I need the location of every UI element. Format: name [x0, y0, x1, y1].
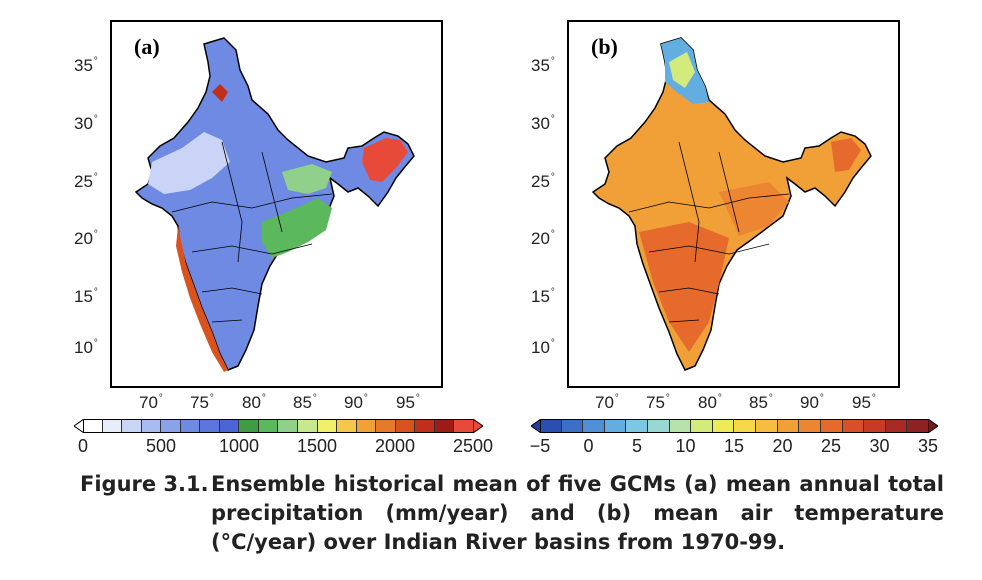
colorbar-tick-label: 2000	[374, 436, 416, 456]
lon-tick-a-95: 95°	[396, 393, 420, 412]
colorbar-cell	[561, 420, 584, 432]
colorbar-cell	[820, 420, 843, 432]
colorbar-a	[83, 420, 473, 432]
panel-a-map: (a)	[110, 20, 443, 388]
colorbar-cell	[907, 420, 928, 432]
colorbar-tick-label: 30	[869, 436, 890, 456]
colorbar-cell	[258, 420, 279, 432]
colorbar-tick-label: 2500	[452, 436, 494, 456]
caption-text: Ensemble historical mean of five GCMs (a…	[211, 472, 944, 554]
colorbar-b	[540, 420, 928, 432]
colorbar-cell	[648, 420, 670, 432]
colorbar-tick-label: 1500	[296, 436, 338, 456]
colorbar-tick-label: 0	[77, 436, 89, 456]
lat-tick-b-30: 30°	[531, 114, 555, 133]
colorbar-cell	[395, 420, 416, 432]
lat-tick-b-35: 35°	[531, 56, 555, 75]
lon-tick-b-75: 75°	[646, 393, 670, 412]
india-precip-map	[134, 37, 415, 372]
colorbar-cell	[864, 420, 886, 432]
colorbar-cell	[415, 420, 435, 432]
colorbar-b-frame	[540, 419, 929, 433]
lat-tick-b-10: 10°	[531, 338, 555, 357]
lon-tick-b-90: 90°	[800, 393, 824, 412]
colorbar-cell	[885, 420, 908, 432]
colorbar-cell	[842, 420, 865, 432]
colorbar-cell	[454, 420, 473, 432]
lon-tick-a-70: 70°	[139, 393, 163, 412]
lat-tick-a-35: 35°	[74, 56, 98, 75]
colorbar-tick-label: 20	[772, 436, 793, 456]
colorbar-cell	[777, 420, 800, 432]
lon-tick-a-75: 75°	[190, 393, 214, 412]
colorbar-cell	[298, 420, 318, 432]
caption-label: Figure 3.1.	[80, 472, 209, 496]
colorbar-cell	[712, 420, 735, 432]
colorbar-cell	[799, 420, 821, 432]
colorbar-cell	[278, 420, 299, 432]
colorbar-a-right-arrow	[473, 419, 483, 433]
colorbar-cell	[102, 420, 123, 432]
colorbar-cell	[337, 420, 357, 432]
panel-b-label: (b)	[591, 34, 618, 59]
panel-a-label: (a)	[134, 34, 160, 59]
colorbar-tick-label: 1000	[218, 436, 260, 456]
colorbar-cell	[756, 420, 778, 432]
lat-tick-a-20: 20°	[74, 229, 98, 248]
lon-tick-b-80: 80°	[698, 393, 722, 412]
lat-tick-a-15: 15°	[74, 287, 98, 306]
lat-tick-b-25: 25°	[531, 172, 555, 191]
colorbar-cell	[583, 420, 605, 432]
colorbar-cell	[626, 420, 649, 432]
colorbar-tick-label: 5	[631, 436, 643, 456]
colorbar-a-frame	[83, 419, 474, 433]
lat-tick-a-30: 30°	[74, 114, 98, 133]
colorbar-cell	[691, 420, 713, 432]
colorbar-cell	[200, 420, 220, 432]
colorbar-tick-label: 25	[820, 436, 842, 456]
colorbar-cell	[83, 420, 103, 432]
colorbar-cell	[734, 420, 757, 432]
colorbar-cell	[669, 420, 692, 432]
colorbar-b-right-arrow	[928, 419, 938, 433]
colorbar-cell	[219, 420, 240, 432]
lon-tick-b-95: 95°	[852, 393, 876, 412]
colorbar-tick-label: 500	[145, 436, 177, 456]
colorbar-tick-label: −5	[529, 436, 551, 456]
colorbar-cell	[604, 420, 627, 432]
lat-tick-a-10: 10°	[74, 338, 98, 357]
colorbar-cell	[161, 420, 181, 432]
panel-b-map: (b)	[567, 20, 900, 388]
colorbar-cell	[141, 420, 162, 432]
lon-tick-b-85: 85°	[749, 393, 773, 412]
lon-tick-b-70: 70°	[595, 393, 619, 412]
colorbar-tick-label: 0	[583, 436, 594, 456]
colorbar-tick-label: 35	[917, 436, 939, 456]
colorbar-tick-label: 10	[675, 436, 696, 456]
colorbar-cell	[356, 420, 377, 432]
colorbar-b-left-arrow	[531, 419, 541, 433]
lat-tick-b-15: 15°	[531, 287, 555, 306]
figure-caption: Figure 3.1. Ensemble historical mean of …	[80, 470, 948, 554]
lon-tick-a-90: 90°	[344, 393, 368, 412]
lon-tick-a-85: 85°	[293, 393, 317, 412]
colorbar-cell	[239, 420, 259, 432]
colorbar-cell	[434, 420, 455, 432]
lat-tick-b-20: 20°	[531, 229, 555, 248]
colorbar-cell	[122, 420, 142, 432]
colorbar-cell	[180, 420, 201, 432]
india-temperature-map	[591, 37, 872, 371]
colorbar-cell	[376, 420, 396, 432]
colorbar-cell	[540, 420, 562, 432]
colorbar-tick-label: 15	[723, 436, 745, 456]
colorbar-cell	[317, 420, 338, 432]
colorbar-a-left-arrow	[74, 419, 84, 433]
lat-tick-a-25: 25°	[74, 172, 98, 191]
lon-tick-a-80: 80°	[242, 393, 266, 412]
